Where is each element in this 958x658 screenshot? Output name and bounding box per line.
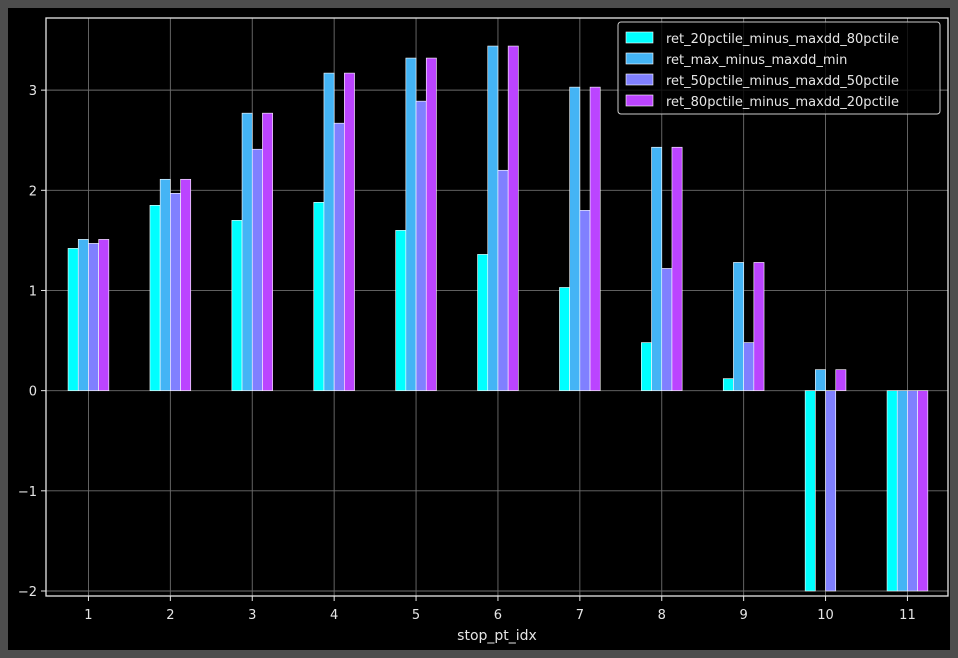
bar-chart: 1 2 3 4 5 6 7 8 9 10 11 −2 −1 0 1 2 3 stop_pt_idx ret_2…	[18, 17, 949, 644]
bar-s1-7	[559, 287, 570, 391]
plot-border	[45, 17, 949, 597]
bar-s4-3	[262, 112, 273, 391]
bar-s3-2	[170, 193, 181, 391]
bar-s1-5	[395, 230, 407, 391]
legend-swatch-4	[625, 94, 654, 107]
bar-s3-1	[88, 243, 99, 391]
bar-s3-6	[497, 169, 509, 391]
legend-box	[617, 21, 941, 115]
bar-s2-4	[323, 72, 335, 391]
bar-s3-5	[415, 100, 427, 391]
bar-s3-11	[907, 390, 918, 592]
y-tick-label-2: 0	[29, 385, 37, 400]
plot-frame	[45, 17, 949, 597]
bar-s1-11	[886, 390, 898, 592]
x-axis-ticks: 1 2 3 4 5 6 7 8 9 10 11	[84, 596, 916, 623]
legend-swatch-3	[625, 73, 654, 86]
bar-s1-4	[313, 202, 325, 391]
y-tick-label-1: −1	[18, 485, 37, 500]
bar-s2-10	[815, 369, 826, 391]
bar-s2-9	[733, 262, 744, 391]
bar-s1-6	[477, 254, 489, 391]
legend-label-4: ret_80pctile_minus_maxdd_20pctile	[666, 95, 899, 110]
x-tick-label-3: 3	[248, 608, 256, 623]
bar-s3-3	[251, 148, 263, 391]
bar-s3-4	[333, 122, 345, 391]
y-tick-label-4: 2	[29, 184, 37, 199]
legend-item-2: ret_max_minus_maxdd_min	[625, 52, 847, 68]
y-tick-label-0: −2	[18, 585, 37, 600]
bar-s1-2	[149, 205, 161, 391]
y-axis-ticks: −2 −1 0 1 2 3	[18, 84, 46, 600]
x-axis-label: stop_pt_idx	[457, 628, 537, 644]
x-tick-label-1: 1	[84, 608, 92, 623]
bar-s2-11	[896, 390, 908, 592]
bar-s4-2	[180, 178, 192, 391]
bar-s4-5	[425, 57, 437, 391]
y-tick-label-3: 1	[29, 284, 37, 299]
bar-s2-5	[405, 57, 417, 391]
y-tick-label-5: 3	[29, 84, 37, 99]
legend-label-3: ret_50pctile_minus_maxdd_50pctile	[666, 74, 899, 89]
legend-item-1: ret_20pctile_minus_maxdd_80pctile	[625, 31, 899, 47]
x-tick-label-6: 6	[494, 608, 502, 623]
bar-s2-3	[241, 112, 253, 391]
legend-item-4: ret_80pctile_minus_maxdd_20pctile	[625, 94, 899, 110]
bar-s2-6	[487, 45, 499, 391]
x-tick-label-7: 7	[576, 608, 584, 623]
series-2	[77, 45, 908, 592]
bar-s2-1	[77, 239, 89, 391]
bar-s1-10	[804, 390, 816, 592]
bar-s2-7	[569, 86, 581, 391]
series-4	[98, 45, 929, 592]
legend-label-2: ret_max_minus_maxdd_min	[666, 53, 847, 68]
bar-s4-8	[671, 146, 683, 391]
bar-s1-8	[641, 342, 652, 391]
legend-item-3: ret_50pctile_minus_maxdd_50pctile	[625, 73, 899, 89]
bars	[67, 45, 929, 592]
bar-s3-9	[743, 342, 755, 391]
bar-s1-9	[722, 378, 734, 391]
legend-label-1: ret_20pctile_minus_maxdd_80pctile	[666, 32, 899, 47]
x-tick-label-9: 9	[740, 608, 748, 623]
legend: ret_20pctile_minus_maxdd_80pctile ret_max…	[617, 21, 941, 115]
bar-s4-10	[835, 369, 847, 391]
bar-s3-10	[825, 390, 837, 592]
bar-s4-9	[753, 262, 765, 391]
x-tick-label-2: 2	[166, 608, 174, 623]
x-tick-label-11: 11	[899, 608, 916, 623]
bar-s2-8	[651, 146, 663, 391]
x-tick-label-4: 4	[330, 608, 338, 623]
x-tick-label-8: 8	[658, 608, 666, 623]
x-tick-label-5: 5	[412, 608, 420, 623]
legend-swatch-2	[625, 52, 654, 65]
bar-s4-11	[917, 390, 929, 592]
bar-s1-3	[231, 220, 243, 391]
series-1	[67, 202, 898, 592]
bar-s3-8	[661, 268, 673, 391]
x-tick-label-10: 10	[817, 608, 834, 623]
legend-swatch-1	[625, 31, 654, 44]
bar-s3-7	[579, 210, 591, 391]
chart-figure: 1 2 3 4 5 6 7 8 9 10 11 −2 −1 0 1 2 3 stop_pt_idx ret_2…	[8, 8, 950, 650]
bar-s2-2	[159, 178, 171, 391]
bar-s1-1	[67, 248, 79, 391]
bar-s4-6	[507, 45, 519, 391]
bar-s4-1	[98, 239, 110, 391]
bar-s4-7	[589, 86, 601, 391]
series-3	[88, 100, 918, 592]
bar-s4-4	[344, 72, 355, 391]
